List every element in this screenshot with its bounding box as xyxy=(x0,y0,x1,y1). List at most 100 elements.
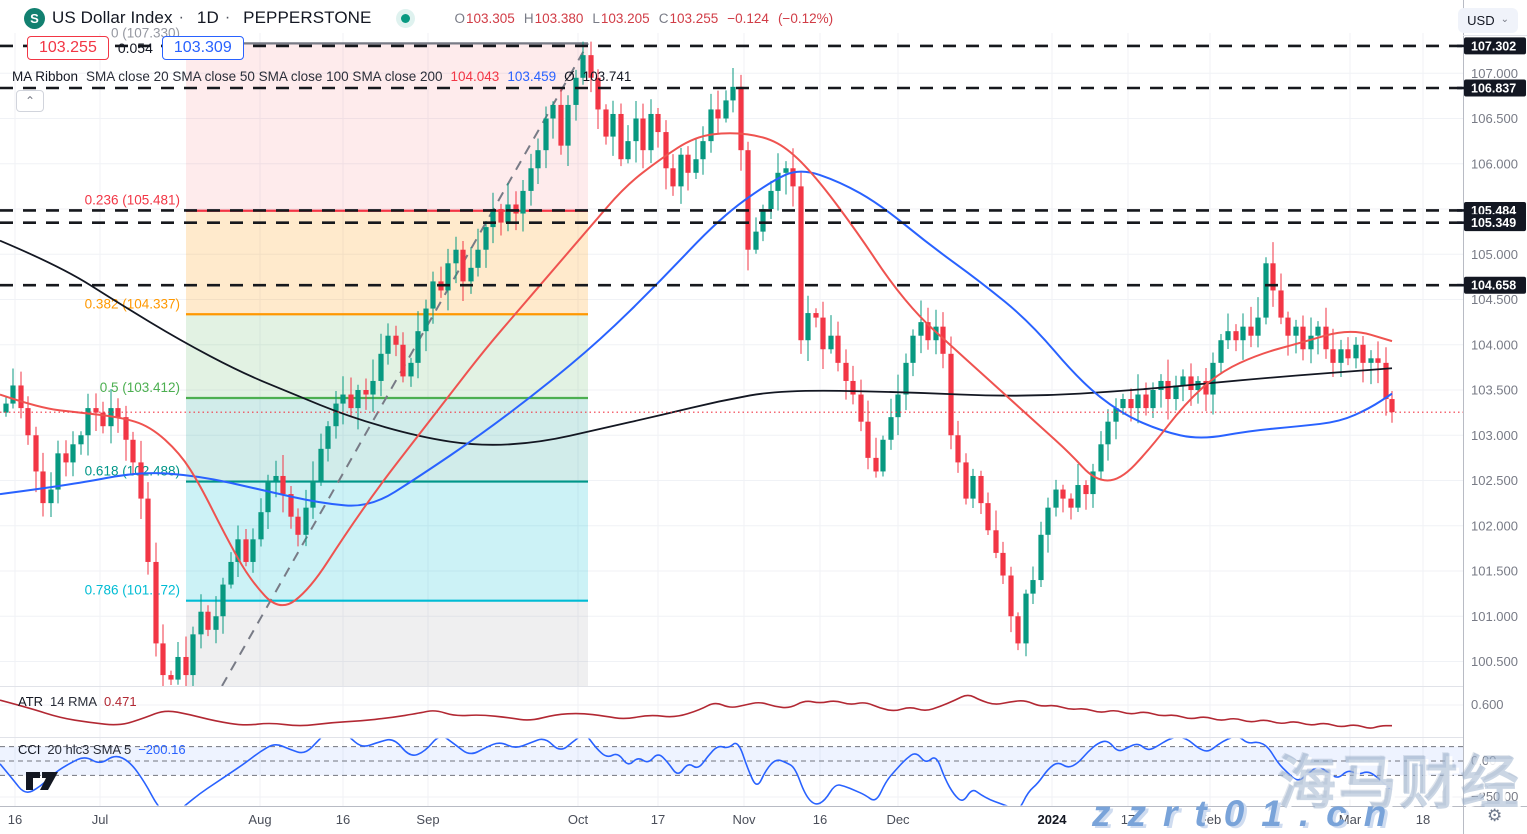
price-tick-label: 102.000 xyxy=(1471,518,1518,533)
candle-body xyxy=(573,77,579,105)
fib-zone xyxy=(186,314,588,398)
candle-body xyxy=(768,190,774,209)
candle-body xyxy=(303,507,309,535)
ask-price-label[interactable]: 103.309 xyxy=(161,36,244,60)
currency-selector[interactable]: USD ⌄ xyxy=(1458,8,1518,33)
time-tick-label: 17 xyxy=(651,812,665,827)
gear-icon[interactable]: ⚙ xyxy=(1487,806,1503,825)
price-badge xyxy=(1464,276,1526,294)
candle-body xyxy=(153,561,159,644)
candle-body xyxy=(10,385,16,404)
candle-body xyxy=(183,656,189,676)
candle-body xyxy=(618,113,624,160)
candle-body xyxy=(280,475,286,495)
cci-title[interactable]: CCI xyxy=(18,742,41,757)
candle-body xyxy=(1323,326,1329,350)
candle-body xyxy=(1338,349,1344,363)
candle-body xyxy=(775,172,781,191)
candle-body xyxy=(663,132,669,169)
candle-body xyxy=(1098,444,1104,472)
candle-body xyxy=(903,362,909,395)
fib-zone xyxy=(186,600,588,686)
candle-body xyxy=(730,86,736,101)
candle-body xyxy=(1068,498,1074,508)
bid-price-label[interactable]: 103.255 xyxy=(27,36,109,60)
price-tick-label: 107.000 xyxy=(1471,66,1518,81)
time-tick-label: Mar xyxy=(1339,812,1362,827)
candle-body xyxy=(1375,358,1381,363)
candle-body xyxy=(708,109,714,142)
market-status-icon[interactable] xyxy=(401,13,411,23)
candle-body xyxy=(348,394,354,409)
candle-body xyxy=(160,643,166,676)
price-axis[interactable] xyxy=(1464,0,1527,834)
candle-body xyxy=(865,421,871,458)
interval-label[interactable]: 1D xyxy=(196,8,219,27)
collapse-legend-button[interactable]: ⌃ xyxy=(16,90,44,112)
candle-body xyxy=(468,267,474,282)
atr-axis-label: 0.600 xyxy=(1471,697,1504,712)
candle-body xyxy=(385,335,391,354)
candle-body xyxy=(895,394,901,418)
symbol-legend[interactable]: S US Dollar Index · 1D · PEPPERSTONE O 10… xyxy=(24,6,833,30)
candle-body xyxy=(1240,326,1246,341)
candle-body xyxy=(205,611,211,630)
time-tick-label: 18 xyxy=(1416,812,1430,827)
candle-body xyxy=(1203,380,1209,395)
ma-ribbon-legend[interactable]: MA Ribbon SMA close 20 SMA close 50 SMA … xyxy=(12,69,631,84)
candle-body xyxy=(370,380,376,395)
candle-body xyxy=(933,326,939,341)
candle-body xyxy=(1158,380,1164,390)
separator: · xyxy=(224,9,231,26)
candle-body xyxy=(1315,326,1321,336)
candle-body xyxy=(333,403,339,427)
atr-title[interactable]: ATR xyxy=(18,694,44,709)
candle-body xyxy=(513,204,519,214)
candle-body xyxy=(55,453,61,490)
time-tick-label: Jul xyxy=(92,812,109,827)
symbol-title[interactable]: US Dollar Index xyxy=(52,8,173,27)
candle-body xyxy=(873,457,879,472)
cci-legend[interactable]: CCI 20 hlc3 SMA 5 −200.16 xyxy=(18,742,186,757)
cci-params: 20 hlc3 SMA 5 xyxy=(47,742,132,757)
candle-body xyxy=(175,656,181,680)
candle-body xyxy=(1233,331,1239,341)
candle-body xyxy=(963,462,969,499)
atr-legend[interactable]: ATR 14 RMA 0.471 xyxy=(18,694,137,709)
candle-body xyxy=(978,475,984,504)
candle-body xyxy=(655,113,661,133)
chevron-up-icon: ⌃ xyxy=(24,94,36,108)
candle-body xyxy=(633,118,639,142)
time-tick-label: 17 xyxy=(1121,812,1135,827)
exchange-label[interactable]: PEPPERSTONE xyxy=(243,8,372,27)
candle-body xyxy=(130,439,136,463)
candle-body xyxy=(33,435,39,472)
candle-body xyxy=(760,209,766,232)
candle-body xyxy=(1113,408,1119,422)
candle-body xyxy=(753,231,759,250)
time-tick-label: Feb xyxy=(1199,812,1221,827)
candle-body xyxy=(258,512,264,540)
price-badge-label: 105.349 xyxy=(1471,216,1516,230)
tradingview-logo[interactable] xyxy=(24,766,62,801)
candle-body xyxy=(535,150,541,169)
candle-body xyxy=(1180,376,1186,386)
time-axis[interactable] xyxy=(0,807,1463,834)
cci-value: −200.16 xyxy=(138,742,186,757)
ma-avg-value: 103.741 xyxy=(582,69,632,84)
candle-body xyxy=(1285,317,1291,336)
price-tick-label: 104.500 xyxy=(1471,292,1518,307)
ma-value-red: 104.043 xyxy=(450,69,500,84)
candle-body xyxy=(310,480,316,508)
candle-body xyxy=(63,453,69,463)
candle-body xyxy=(745,150,751,250)
atr-line xyxy=(0,694,1393,729)
candle-body xyxy=(880,439,886,472)
candle-body xyxy=(408,362,414,377)
close-label: C xyxy=(658,10,669,26)
high-value: 103.380 xyxy=(534,10,584,26)
candle-body xyxy=(1383,362,1389,400)
candle-body xyxy=(1345,349,1351,359)
ma-ribbon-title[interactable]: MA Ribbon xyxy=(12,69,79,84)
